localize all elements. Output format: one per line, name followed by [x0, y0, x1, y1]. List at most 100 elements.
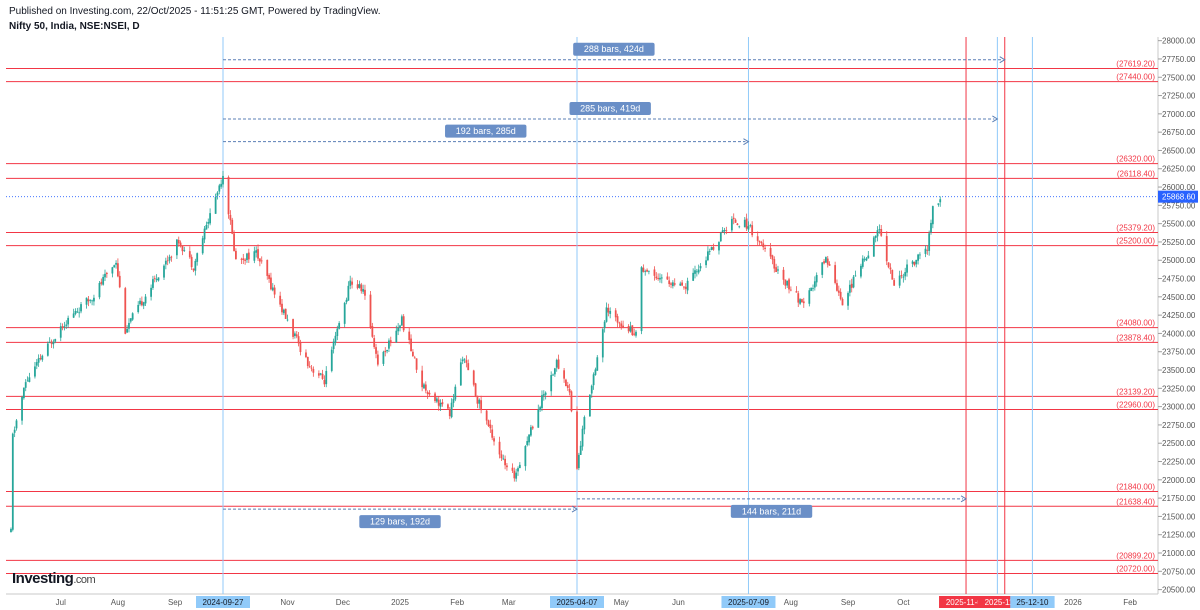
candle-body	[657, 277, 660, 279]
candle-body	[268, 275, 270, 279]
candle-body	[566, 385, 569, 388]
measurement-label: 285 bars, 419d	[580, 103, 640, 113]
horizontal-level-label: (26118.40)	[1117, 169, 1155, 178]
candle-body	[646, 269, 648, 272]
candle-body	[144, 296, 147, 304]
candle-body	[889, 267, 892, 270]
candle-body	[273, 287, 276, 295]
candle-body	[338, 323, 341, 329]
candle-body	[376, 354, 379, 365]
candle-body	[653, 269, 656, 276]
candle-body	[295, 334, 298, 337]
candle-body	[812, 287, 814, 289]
y-tick-label: 21750.00	[1162, 494, 1196, 503]
candle-body	[321, 373, 324, 379]
candle-body	[78, 312, 81, 314]
candle-body	[164, 260, 167, 265]
candle-body	[157, 277, 160, 281]
candle-body	[126, 328, 129, 333]
y-tick-label: 26250.00	[1162, 165, 1196, 174]
candle-body	[50, 341, 53, 344]
candle-body	[266, 259, 269, 276]
candle-body	[188, 251, 191, 258]
candle-body	[400, 316, 403, 326]
candle-body	[415, 358, 418, 370]
candle-body	[777, 269, 779, 271]
measurement-label: 144 bars, 211d	[742, 506, 801, 516]
candle-body	[937, 203, 940, 205]
candle-body	[91, 300, 93, 302]
candle-body	[614, 310, 617, 318]
candle-body	[648, 270, 650, 272]
candle-body	[515, 472, 518, 479]
candle-body	[72, 313, 75, 318]
candle-body	[808, 290, 811, 304]
candle-body	[294, 333, 296, 336]
y-tick-label: 22750.00	[1162, 421, 1196, 430]
candle-body	[334, 335, 337, 343]
candle-body	[821, 262, 824, 275]
last-price-label: 25868.60	[1162, 193, 1196, 202]
candle-body	[815, 275, 818, 283]
y-tick-label: 22000.00	[1162, 476, 1196, 485]
y-tick-label: 27500.00	[1162, 73, 1196, 82]
candle-body	[67, 317, 70, 325]
candle-body	[362, 289, 365, 292]
candle-body	[666, 276, 669, 280]
candle-body	[618, 322, 621, 324]
candle-body	[395, 330, 398, 343]
candle-body	[718, 242, 720, 251]
candle-body	[150, 287, 152, 297]
candle-body	[306, 356, 309, 367]
candle-body	[902, 276, 905, 278]
candle-body	[476, 395, 479, 404]
x-tick-label: 2026	[1064, 598, 1082, 607]
horizontal-level-label: (21840.00)	[1116, 483, 1155, 492]
candle-body	[111, 267, 114, 274]
candle-body	[850, 283, 853, 288]
candle-body	[163, 265, 165, 278]
candle-body	[576, 411, 578, 469]
horizontal-level-label: (26320.00)	[1116, 155, 1155, 164]
candle-body	[299, 342, 302, 352]
candle-body	[712, 246, 715, 250]
candle-body	[660, 277, 663, 279]
candle-body	[386, 349, 388, 352]
symbol-title: Nifty 50, India, NSE:NSEI, D	[9, 21, 140, 32]
candle-body	[240, 258, 243, 260]
investing-logo[interactable]: Investing.com	[12, 570, 96, 587]
candle-body	[828, 264, 831, 266]
candle-body	[177, 240, 180, 244]
candle-body	[284, 308, 287, 319]
candle-body	[428, 392, 431, 395]
candle-body	[22, 387, 25, 399]
measurement-label-box	[730, 504, 813, 518]
candle-body	[622, 325, 624, 328]
candle-body	[384, 350, 387, 353]
candle-body	[292, 319, 294, 337]
candle-body	[399, 325, 401, 329]
candle-body	[168, 256, 171, 261]
measurement-label-box	[359, 515, 441, 529]
candle-body	[924, 248, 927, 254]
horizontal-level-label: (23878.40)	[1116, 333, 1155, 342]
candle-body	[41, 355, 44, 360]
candle-body	[930, 222, 932, 233]
candle-body	[11, 433, 14, 530]
candle-body	[823, 261, 825, 264]
x-tick-label: 2024-09-27	[203, 598, 244, 607]
candle-body	[725, 230, 728, 232]
candle-body	[749, 225, 752, 226]
candle-body	[131, 313, 134, 320]
candle-body	[865, 258, 868, 261]
candle-body	[255, 250, 258, 253]
candle-body	[730, 218, 733, 231]
candle-body	[684, 286, 687, 289]
candle-body	[789, 289, 792, 291]
candle-body	[799, 299, 801, 304]
candle-body	[87, 299, 90, 302]
candle-body	[511, 467, 514, 471]
y-tick-label: 23250.00	[1162, 384, 1196, 393]
candle-body	[683, 286, 685, 288]
